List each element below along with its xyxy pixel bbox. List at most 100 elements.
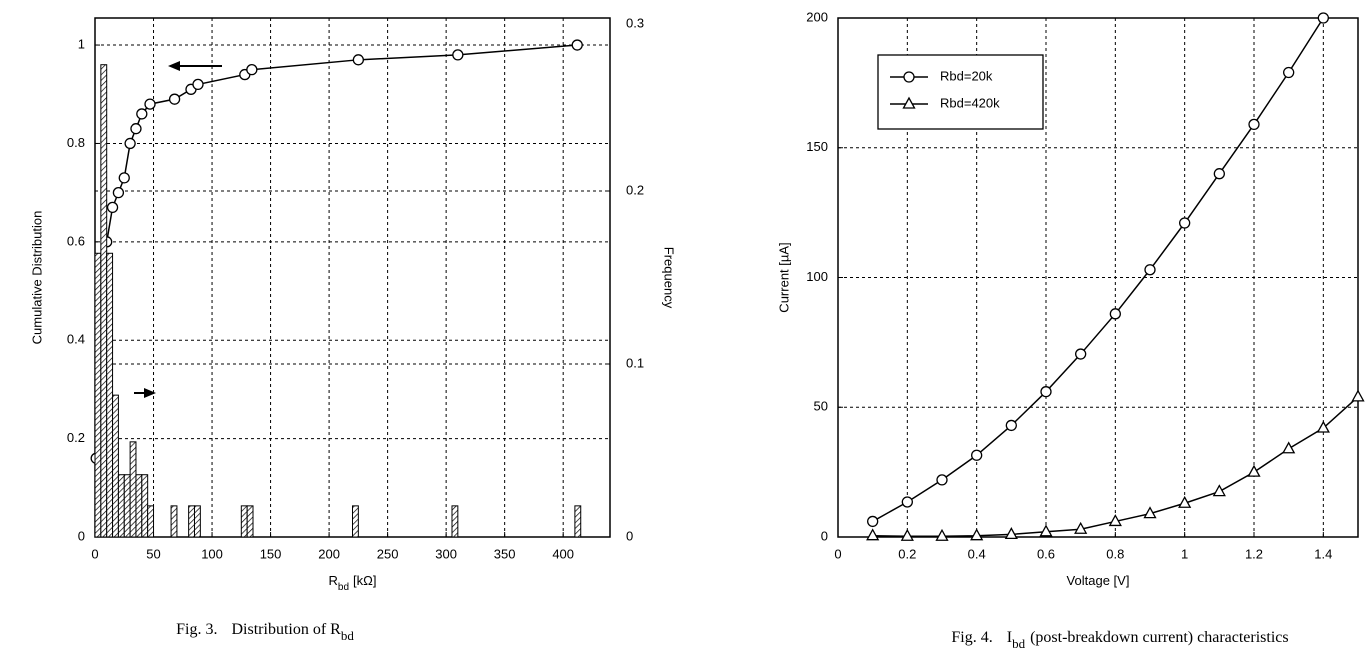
legend-box <box>877 54 1044 130</box>
x-axis-label-part: [kΩ] <box>353 573 376 588</box>
caption-part: Distribution of R <box>232 621 342 638</box>
marker-triangle <box>935 528 949 541</box>
x-axis-label-part: Voltage [V] <box>1067 573 1130 588</box>
marker-triangle <box>866 528 880 541</box>
histogram-bar <box>100 64 108 538</box>
y-axis-label: Cumulative Distribution <box>29 211 44 345</box>
marker-triangle <box>1108 514 1122 527</box>
legend-marker <box>903 71 915 83</box>
legend-marker <box>902 96 916 109</box>
y-tick-label: 150 <box>806 139 828 154</box>
marker-triangle <box>1143 506 1157 519</box>
marker-triangle <box>970 528 984 541</box>
y-tick-label: 0 <box>78 528 85 543</box>
x-tick-label: 150 <box>260 546 282 561</box>
marker-circle <box>1075 348 1087 360</box>
histogram-bar <box>117 474 125 538</box>
marker-circle <box>168 93 181 105</box>
y-tick-label: 0.6 <box>67 233 85 248</box>
marker-circle <box>118 172 130 184</box>
histogram-bar <box>129 441 137 538</box>
marker-circle <box>1179 217 1191 229</box>
marker-triangle <box>1282 441 1296 454</box>
line-series <box>872 17 1324 523</box>
marker-triangle <box>1039 524 1053 537</box>
marker-triangle <box>900 528 914 541</box>
x-tick-label: 0 <box>834 546 841 561</box>
marker-circle <box>112 186 125 199</box>
marker-circle <box>124 137 136 150</box>
histogram-bar <box>147 505 155 538</box>
caption-sub: bd <box>341 628 355 643</box>
marker-circle <box>1005 419 1017 432</box>
y2-tick-label: 0.1 <box>626 355 644 370</box>
x-tick-label: 250 <box>377 546 399 561</box>
caption-part: I <box>1007 629 1012 646</box>
caption-sub: bd <box>1012 636 1026 651</box>
marker-circle <box>571 39 583 51</box>
x-tick-label: 400 <box>552 546 574 561</box>
caption: Fig. 4. Ibd (post-breakdown current) chara… <box>951 629 1288 652</box>
x-tick-label: 300 <box>435 546 457 561</box>
histogram-bar <box>193 505 201 538</box>
y2-tick-label: 0 <box>626 528 633 543</box>
marker-circle <box>192 78 204 91</box>
y-tick-label: 1 <box>78 36 85 51</box>
y-tick-label: 200 <box>806 9 828 24</box>
marker-triangle <box>1316 420 1330 433</box>
marker-triangle <box>1178 495 1192 508</box>
marker-triangle <box>1247 464 1261 477</box>
marker-circle <box>1283 66 1295 79</box>
marker-triangle <box>1004 527 1018 540</box>
x-tick-label: 0 <box>91 546 98 561</box>
y-tick-label: 0.4 <box>67 332 85 347</box>
histogram-bar <box>135 474 143 538</box>
x-tick-label: 1.4 <box>1314 546 1332 561</box>
x-tick-label: 200 <box>318 546 340 561</box>
x-axis-label-part: R <box>329 573 338 588</box>
caption: Fig. 3. Distribution of Rbd <box>176 621 354 644</box>
caption-part: (post-breakdown current) characteristics <box>1030 629 1289 646</box>
x-tick-label: 0.2 <box>898 546 916 561</box>
legend-label: Rbd=420k <box>940 95 1000 110</box>
marker-circle <box>1109 308 1121 320</box>
y-tick-label: 0.2 <box>67 430 85 445</box>
y-tick-label: 100 <box>806 269 828 284</box>
x-axis-label: Rbd [kΩ] <box>329 573 377 593</box>
histogram-bar <box>240 505 248 538</box>
marker-triangle <box>1212 484 1226 497</box>
marker-circle <box>901 496 913 508</box>
caption-part: Fig. 3. <box>176 621 217 638</box>
marker-circle <box>1317 12 1329 24</box>
marker-circle <box>106 201 119 214</box>
x-tick-label: 50 <box>146 546 160 561</box>
x-axis-label-sub: bd <box>338 582 349 593</box>
y-axis-label: Current [µA] <box>776 242 791 312</box>
marker-circle <box>352 54 365 66</box>
y-tick-label: 0 <box>821 528 828 543</box>
x-tick-label: 1 <box>1181 546 1188 561</box>
histogram-bar <box>170 505 178 538</box>
marker-circle <box>130 123 142 135</box>
x-axis-label: Voltage [V] <box>1067 573 1130 588</box>
x-tick-label: 0.8 <box>1106 546 1124 561</box>
y-tick-label: 0.8 <box>67 135 85 150</box>
x-tick-label: 1.2 <box>1245 546 1263 561</box>
marker-circle <box>452 49 464 61</box>
y2-tick-label: 0.3 <box>626 15 644 30</box>
marker-triangle <box>1351 389 1365 402</box>
histogram-bar <box>246 505 254 538</box>
histogram-bar <box>352 505 359 538</box>
x-tick-label: 100 <box>201 546 223 561</box>
histogram-bar <box>123 474 131 538</box>
right-arrow <box>134 388 156 398</box>
y2-tick-label: 0.2 <box>626 182 644 197</box>
histogram-bar <box>106 252 114 538</box>
marker-circle <box>1144 264 1156 276</box>
marker-circle <box>1040 386 1052 398</box>
marker-circle <box>144 98 156 110</box>
histogram-bar <box>574 505 582 538</box>
marker-circle <box>136 108 148 120</box>
x-tick-label: 350 <box>494 546 516 561</box>
